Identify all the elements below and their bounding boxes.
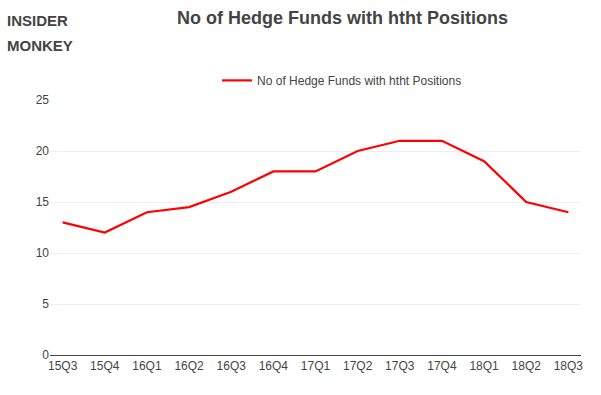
svg-text:15Q3: 15Q3 xyxy=(48,359,78,373)
svg-text:25: 25 xyxy=(36,93,50,107)
svg-text:17Q3: 17Q3 xyxy=(385,359,415,373)
svg-text:18Q2: 18Q2 xyxy=(512,359,542,373)
svg-text:15: 15 xyxy=(36,195,50,209)
svg-text:16Q2: 16Q2 xyxy=(174,359,204,373)
svg-text:18Q3: 18Q3 xyxy=(554,359,584,373)
svg-text:No of Hedge Funds with htht Po: No of Hedge Funds with htht Positions xyxy=(177,8,508,28)
svg-text:10: 10 xyxy=(36,246,50,260)
svg-text:No of Hedge Funds with htht Po: No of Hedge Funds with htht Positions xyxy=(257,74,461,88)
svg-text:17Q1: 17Q1 xyxy=(301,359,331,373)
svg-text:16Q3: 16Q3 xyxy=(217,359,247,373)
svg-text:5: 5 xyxy=(42,297,49,311)
svg-text:16Q1: 16Q1 xyxy=(132,359,162,373)
svg-text:0: 0 xyxy=(42,348,49,362)
svg-text:17Q4: 17Q4 xyxy=(427,359,457,373)
svg-text:15Q4: 15Q4 xyxy=(90,359,120,373)
svg-text:MONKEY: MONKEY xyxy=(7,37,73,54)
svg-text:20: 20 xyxy=(36,144,50,158)
svg-text:18Q1: 18Q1 xyxy=(469,359,499,373)
svg-text:16Q4: 16Q4 xyxy=(259,359,289,373)
svg-text:17Q2: 17Q2 xyxy=(343,359,373,373)
svg-text:INSIDER: INSIDER xyxy=(7,12,68,29)
